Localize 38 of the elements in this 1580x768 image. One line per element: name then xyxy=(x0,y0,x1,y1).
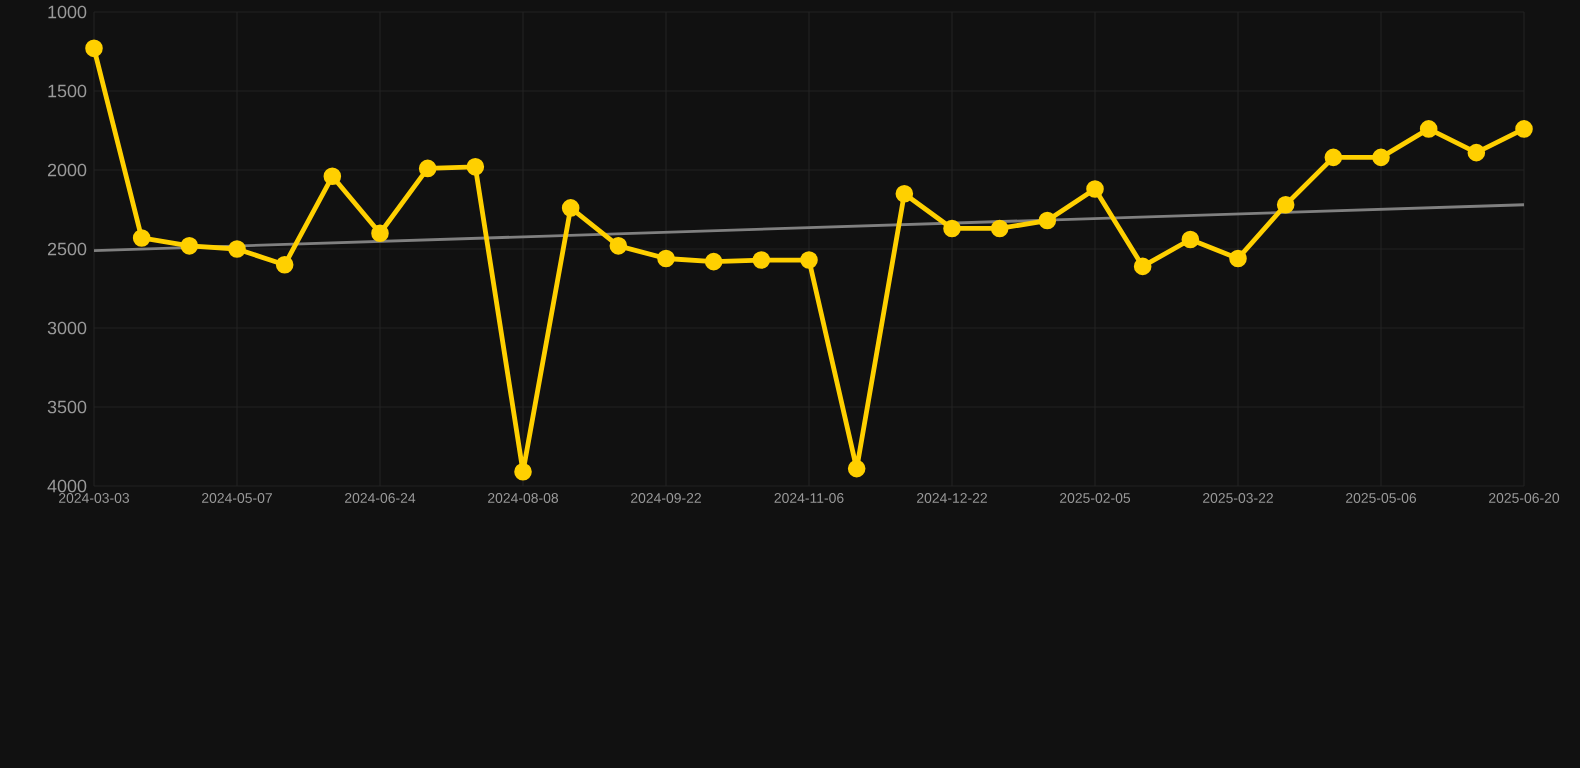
point xyxy=(1086,180,1104,198)
point xyxy=(895,184,914,203)
point xyxy=(466,158,485,176)
y-tick-label: 3000 xyxy=(47,321,87,335)
point xyxy=(990,219,1009,238)
point xyxy=(561,199,580,217)
point xyxy=(323,167,342,186)
y-tick-label: 1500 xyxy=(48,84,87,98)
point xyxy=(1515,120,1533,138)
point xyxy=(1467,143,1486,162)
y-tick-label: 2000 xyxy=(47,163,87,177)
point xyxy=(609,237,628,255)
point xyxy=(704,252,723,271)
y-tick-label: 1000 xyxy=(48,5,87,19)
point xyxy=(1133,257,1152,276)
point xyxy=(180,237,199,255)
point xyxy=(1229,249,1247,268)
point xyxy=(228,240,246,258)
point xyxy=(85,39,103,58)
point xyxy=(514,462,532,481)
point xyxy=(275,255,294,274)
point xyxy=(132,229,151,247)
point xyxy=(847,459,866,478)
y-tick-label: 3500 xyxy=(47,400,87,414)
point xyxy=(943,219,961,238)
point xyxy=(1038,211,1057,230)
point xyxy=(752,251,771,269)
point xyxy=(657,249,675,268)
point xyxy=(800,251,818,269)
point xyxy=(1419,120,1438,138)
point xyxy=(1181,230,1200,249)
point xyxy=(1324,148,1343,167)
point xyxy=(418,159,437,178)
point xyxy=(1372,148,1390,167)
point xyxy=(1276,195,1295,214)
y-tick-label: 4000 xyxy=(47,479,87,493)
y-tick-label: 2500 xyxy=(47,242,87,256)
point xyxy=(371,224,389,242)
